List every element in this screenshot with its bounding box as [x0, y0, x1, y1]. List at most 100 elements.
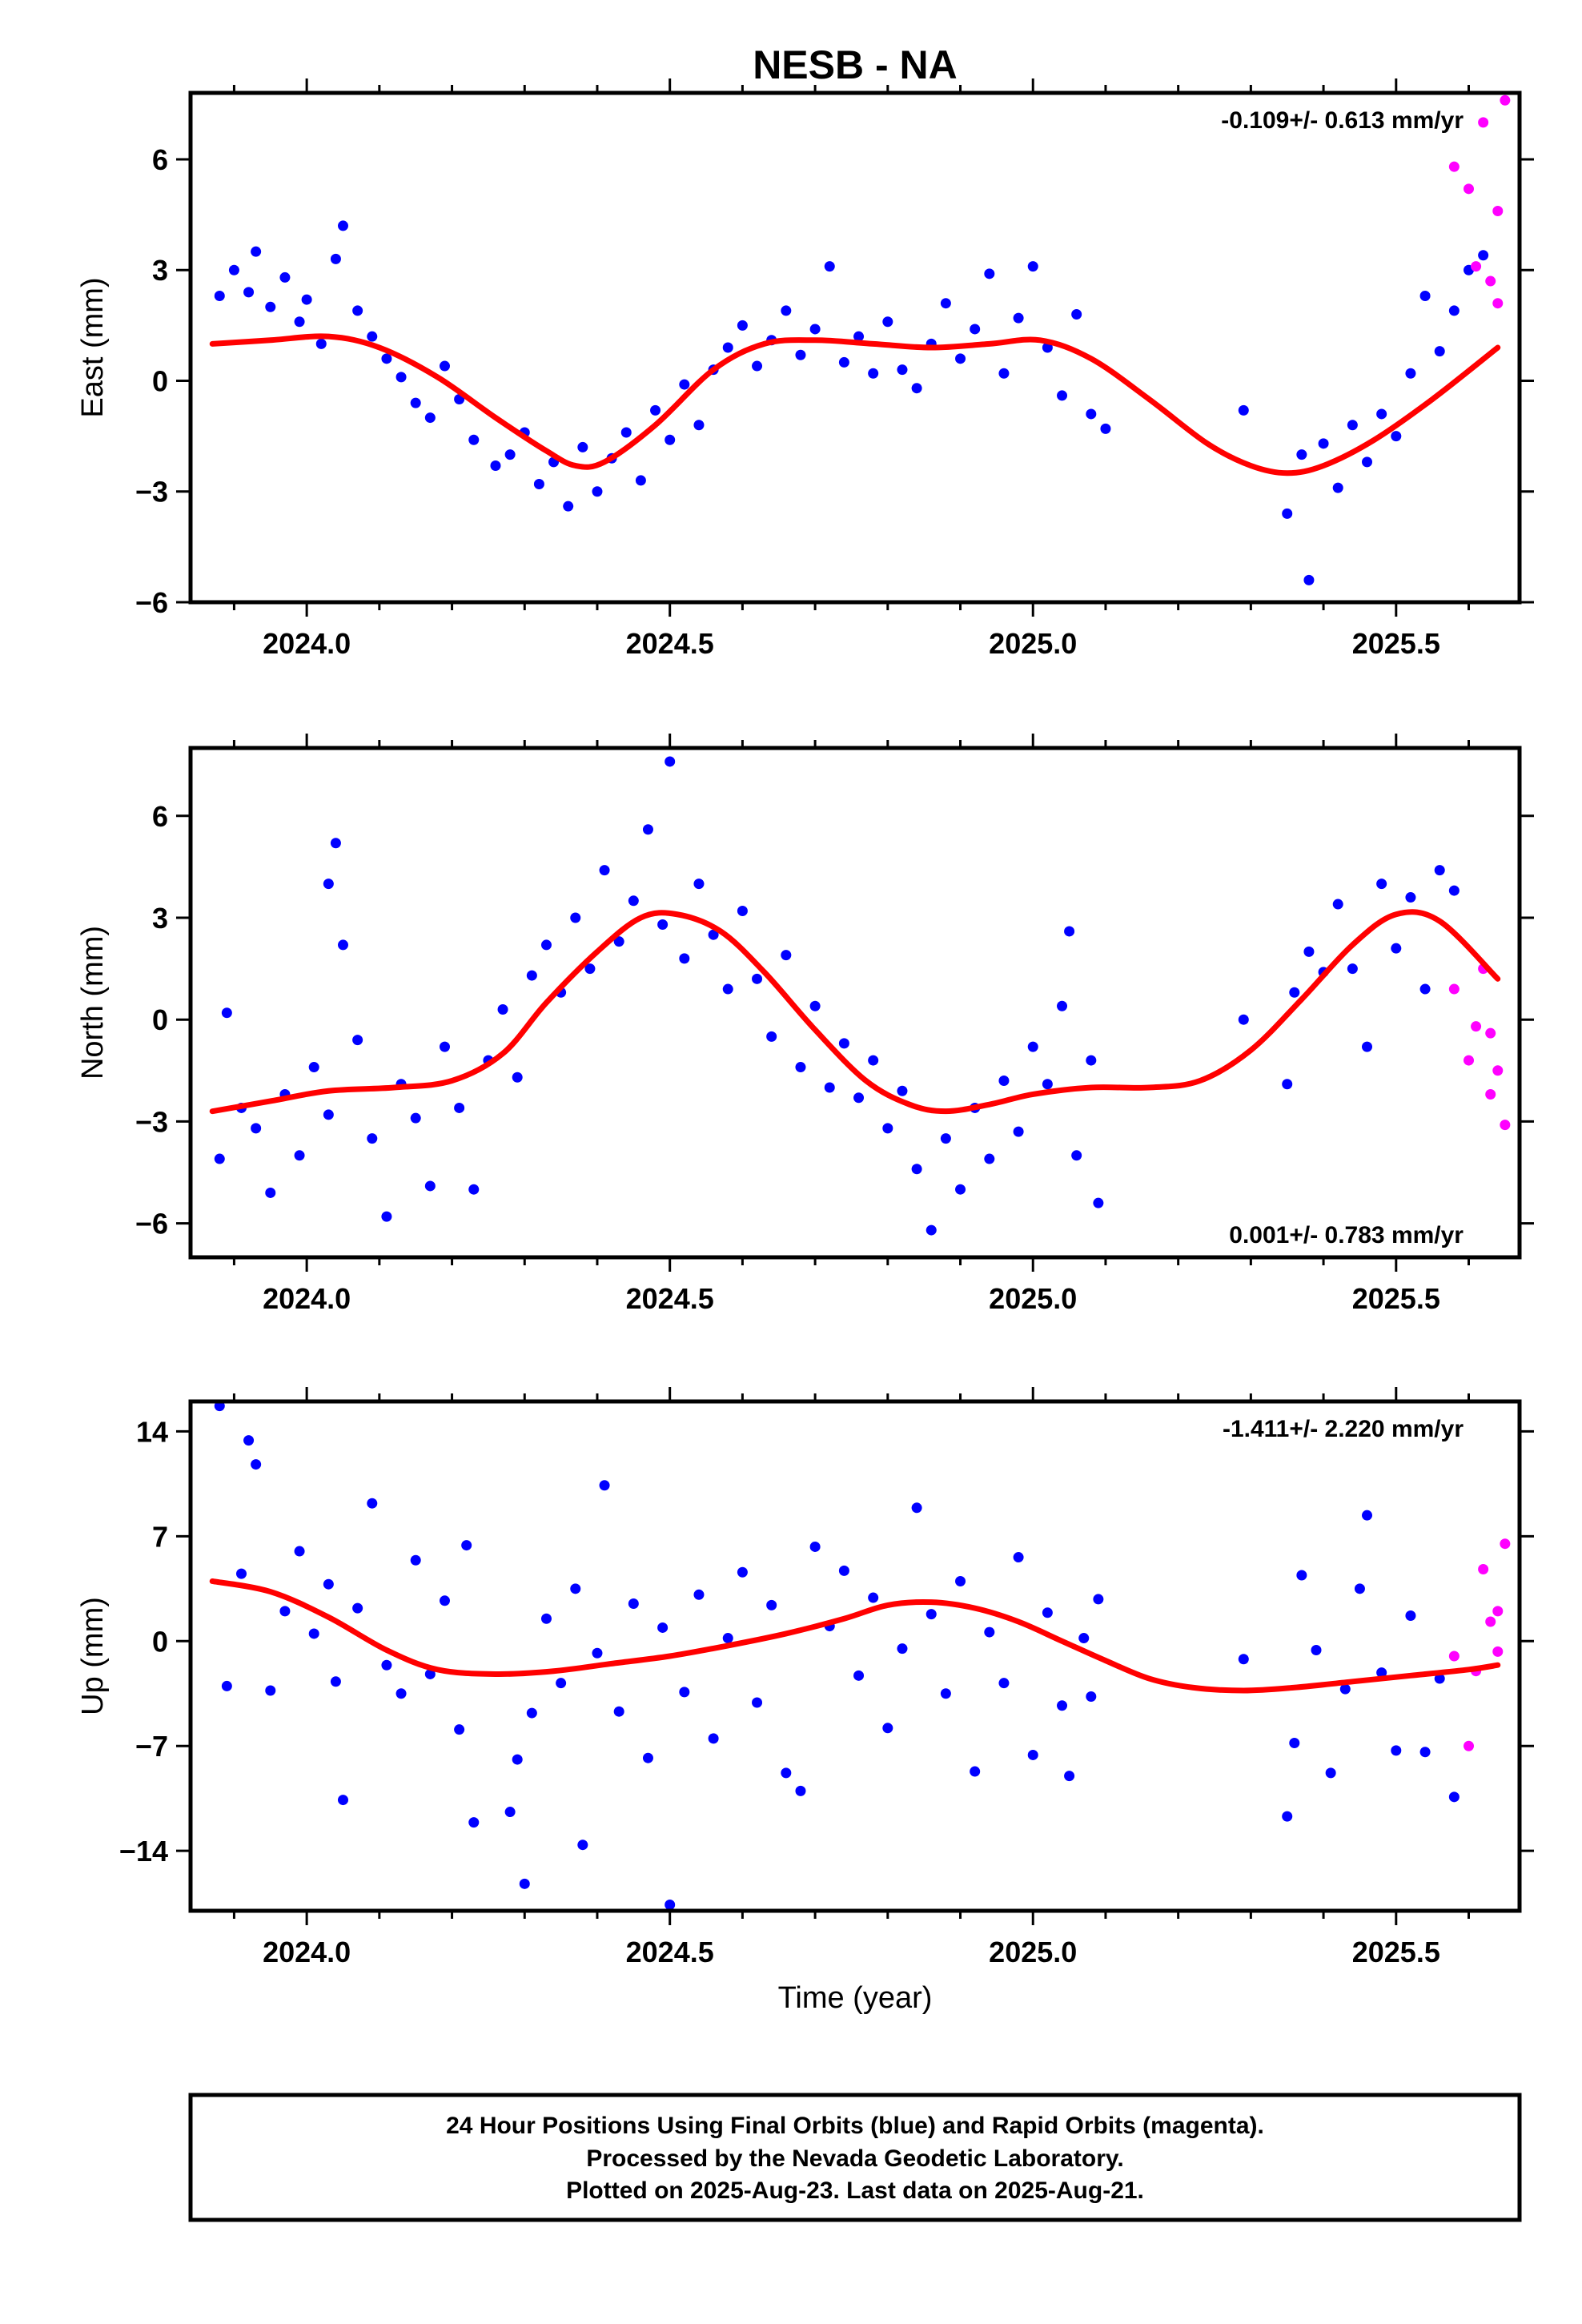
north-final-point: [665, 756, 676, 767]
north-final-point: [599, 865, 610, 876]
up-final-point: [1339, 1683, 1351, 1695]
up-final-point: [781, 1767, 792, 1779]
footer-frame: [188, 2093, 1522, 2222]
north-final-point: [468, 1184, 480, 1195]
north-final-point: [1289, 987, 1300, 998]
up-final-point: [1238, 1654, 1249, 1665]
up-final-point: [519, 1878, 530, 1889]
east-final-point: [897, 364, 908, 376]
east-final-point: [504, 449, 516, 460]
north-final-point: [882, 1123, 893, 1134]
up-final-point: [235, 1568, 247, 1579]
footer-line-2: Processed by the Nevada Geodetic Laborat…: [586, 2145, 1123, 2172]
east-final-point: [781, 305, 792, 316]
up-final-point: [454, 1724, 465, 1735]
up-final-point: [926, 1609, 937, 1620]
up-final-point: [1027, 1749, 1038, 1760]
north-y-axis-label: North (mm): [76, 926, 110, 1080]
north-final-point: [323, 1109, 334, 1120]
up-final-point: [955, 1575, 966, 1586]
east-x-tick-label: 2025.5: [1352, 627, 1440, 660]
east-final-point: [1405, 368, 1416, 379]
x-axis-label: Time (year): [778, 1981, 933, 2015]
east-final-point: [882, 316, 893, 328]
north-rapid-point: [1485, 1027, 1496, 1039]
east-final-point: [940, 298, 951, 309]
up-final-point: [243, 1435, 255, 1446]
east-final-point: [665, 434, 676, 445]
east-final-point: [265, 301, 276, 312]
up-final-point: [1057, 1700, 1068, 1711]
up-rapid-point: [1485, 1616, 1496, 1627]
north-rapid-point: [1471, 1021, 1482, 1032]
up-y-tick-label: 0: [152, 1625, 168, 1658]
east-final-point: [1419, 290, 1431, 301]
east-rapid-point: [1500, 94, 1511, 106]
north-final-point: [265, 1187, 276, 1198]
east-final-point: [352, 305, 363, 316]
up-final-point: [752, 1697, 763, 1708]
up-final-point: [1013, 1552, 1024, 1563]
north-final-point: [1071, 1150, 1082, 1161]
east-final-point: [737, 320, 748, 331]
footer-line-1: 24 Hour Positions Using Final Orbits (bl…: [446, 2113, 1264, 2139]
east-final-point: [984, 268, 995, 279]
east-final-point: [1318, 438, 1329, 449]
north-y-tick-label: 0: [152, 1003, 168, 1036]
east-final-point: [294, 316, 305, 328]
north-x-tick-label: 2024.5: [626, 1282, 714, 1315]
up-final-point: [628, 1598, 639, 1610]
up-final-point: [468, 1817, 480, 1828]
north-final-point: [838, 1038, 849, 1049]
east-rapid-point: [1464, 183, 1475, 195]
north-y-tick-label: −3: [135, 1105, 168, 1138]
north-rapid-point: [1448, 983, 1460, 995]
north-final-point: [1303, 946, 1315, 957]
east-rapid-point: [1492, 205, 1504, 216]
up-final-point: [766, 1599, 777, 1610]
east-final-point: [214, 290, 225, 301]
east-y-tick-label: 0: [152, 364, 168, 397]
up-rapid-point: [1464, 1740, 1475, 1751]
up-final-point: [279, 1606, 291, 1617]
up-final-point: [795, 1785, 806, 1796]
north-final-point: [526, 970, 537, 981]
up-final-point: [570, 1583, 581, 1594]
up-panel: 2024.0 2024.5 2025.0 2025.5 −14 −7 0 7 14 Up (mm)…: [76, 1387, 1534, 1968]
east-final-point: [752, 360, 763, 372]
up-final-point: [294, 1546, 305, 1557]
up-final-point: [1093, 1594, 1104, 1605]
east-frame: [188, 90, 1522, 605]
up-final-point: [984, 1626, 995, 1638]
north-final-point: [1027, 1041, 1038, 1052]
east-final-point: [1071, 309, 1082, 320]
east-rapid-point: [1471, 261, 1482, 272]
east-y-tick-label: 3: [152, 254, 168, 287]
up-final-point: [461, 1540, 472, 1551]
east-final-point: [868, 368, 879, 379]
up-final-point: [911, 1502, 922, 1514]
up-final-point: [1434, 1673, 1445, 1684]
up-final-point: [1064, 1771, 1075, 1782]
north-final-point: [1064, 926, 1075, 937]
north-final-point: [497, 1003, 508, 1015]
east-final-point: [1282, 508, 1293, 519]
up-final-point: [708, 1733, 719, 1744]
up-rapid-point: [1492, 1606, 1504, 1617]
footer-line-3: Plotted on 2025-Aug-23. Last data on 202…: [566, 2177, 1144, 2204]
north-final-point: [512, 1072, 523, 1083]
east-final-point: [439, 360, 450, 372]
north-final-point: [613, 936, 624, 947]
north-final-point: [809, 1000, 821, 1011]
north-final-point: [352, 1035, 363, 1046]
north-final-point: [294, 1150, 305, 1161]
north-final-point: [708, 929, 719, 940]
north-final-point: [1086, 1055, 1097, 1066]
north-final-point: [1448, 885, 1460, 896]
east-final-point: [1434, 346, 1445, 357]
north-final-point: [868, 1055, 879, 1066]
north-final-point: [1419, 983, 1431, 995]
east-final-point: [970, 324, 981, 335]
east-final-point: [410, 397, 421, 408]
north-final-point: [955, 1184, 966, 1195]
